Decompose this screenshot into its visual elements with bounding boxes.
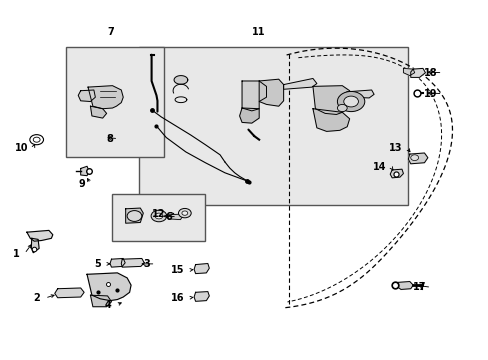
Polygon shape — [394, 282, 412, 289]
Polygon shape — [174, 76, 187, 84]
Polygon shape — [194, 264, 209, 274]
Text: 7: 7 — [107, 27, 114, 37]
Text: 11: 11 — [252, 27, 265, 37]
Circle shape — [178, 208, 191, 218]
Polygon shape — [389, 169, 403, 178]
Text: 3: 3 — [143, 259, 150, 269]
Polygon shape — [259, 79, 283, 106]
Polygon shape — [81, 166, 89, 176]
Polygon shape — [407, 153, 427, 164]
Circle shape — [410, 155, 418, 161]
Bar — [112, 194, 205, 241]
Bar — [139, 47, 407, 205]
Polygon shape — [125, 208, 143, 223]
Text: 19: 19 — [423, 89, 437, 99]
Polygon shape — [55, 288, 84, 298]
Polygon shape — [78, 90, 95, 102]
Circle shape — [151, 210, 166, 222]
Polygon shape — [110, 258, 125, 267]
Polygon shape — [410, 68, 425, 77]
Text: 9: 9 — [79, 179, 85, 189]
Text: 15: 15 — [171, 265, 184, 275]
Polygon shape — [88, 86, 123, 109]
Polygon shape — [403, 68, 414, 76]
Text: 17: 17 — [412, 282, 426, 292]
Polygon shape — [312, 109, 349, 131]
Bar — [66, 47, 163, 157]
Text: 2: 2 — [33, 293, 40, 303]
Polygon shape — [242, 81, 266, 111]
Text: 18: 18 — [423, 68, 437, 78]
Polygon shape — [166, 214, 182, 220]
Text: 13: 13 — [387, 143, 401, 153]
Polygon shape — [194, 292, 209, 301]
Text: 10: 10 — [15, 143, 28, 153]
Text: 8: 8 — [106, 134, 113, 144]
Text: 5: 5 — [94, 259, 101, 269]
Circle shape — [155, 213, 163, 219]
Circle shape — [127, 211, 142, 221]
Text: 4: 4 — [104, 300, 111, 310]
Circle shape — [182, 211, 187, 215]
Circle shape — [337, 91, 364, 112]
Text: 6: 6 — [165, 212, 172, 222]
Polygon shape — [27, 230, 53, 241]
Polygon shape — [90, 106, 106, 118]
Circle shape — [337, 104, 346, 112]
Polygon shape — [312, 86, 350, 114]
Text: 1: 1 — [13, 249, 20, 259]
Polygon shape — [87, 273, 131, 301]
Text: 12: 12 — [151, 209, 165, 219]
Polygon shape — [121, 258, 144, 267]
Polygon shape — [283, 78, 316, 89]
Text: 14: 14 — [372, 162, 386, 172]
Text: 16: 16 — [171, 293, 184, 303]
Polygon shape — [239, 108, 259, 123]
Circle shape — [343, 96, 358, 107]
Polygon shape — [90, 295, 111, 307]
Polygon shape — [346, 90, 373, 98]
Polygon shape — [31, 238, 39, 253]
